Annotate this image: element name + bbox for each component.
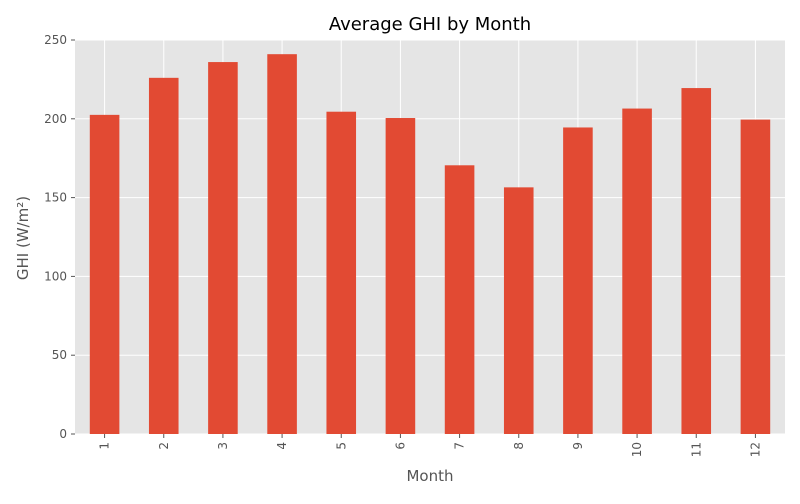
bar [148,77,179,434]
y-tick-label: 50 [52,348,67,362]
x-tick-label: 9 [571,442,585,450]
x-tick-label: 12 [748,442,762,457]
bar [267,54,297,435]
x-tick-label: 2 [157,442,171,450]
x-tick-label: 1 [98,442,112,450]
x-tick-label: 4 [275,442,289,450]
x-tick-label: 8 [512,442,526,450]
bar [89,114,120,435]
x-tick-label: 10 [630,442,644,457]
bar [208,62,238,435]
x-tick-label: 5 [334,442,348,450]
y-axis-label: GHI (W/m²) [14,196,32,280]
y-tick-label: 150 [44,191,67,205]
x-tick-label: 6 [393,442,407,450]
x-tick-label: 7 [453,442,467,450]
x-tick-label: 3 [216,442,230,450]
bar [681,88,712,435]
bar [503,187,534,434]
y-tick-label: 100 [44,269,67,283]
bar [563,127,593,434]
bar [326,111,357,434]
bars [89,54,771,435]
bar [385,118,416,435]
bar [740,119,771,434]
bar [622,108,652,434]
y-tick-label: 0 [59,427,67,441]
chart-title: Average GHI by Month [329,14,531,35]
y-tick-label: 250 [44,33,67,47]
plot-area [75,40,785,434]
bar [444,165,475,435]
y-tick-label: 200 [44,112,67,126]
x-axis-label: Month [406,467,453,485]
x-tick-label: 11 [689,442,703,457]
